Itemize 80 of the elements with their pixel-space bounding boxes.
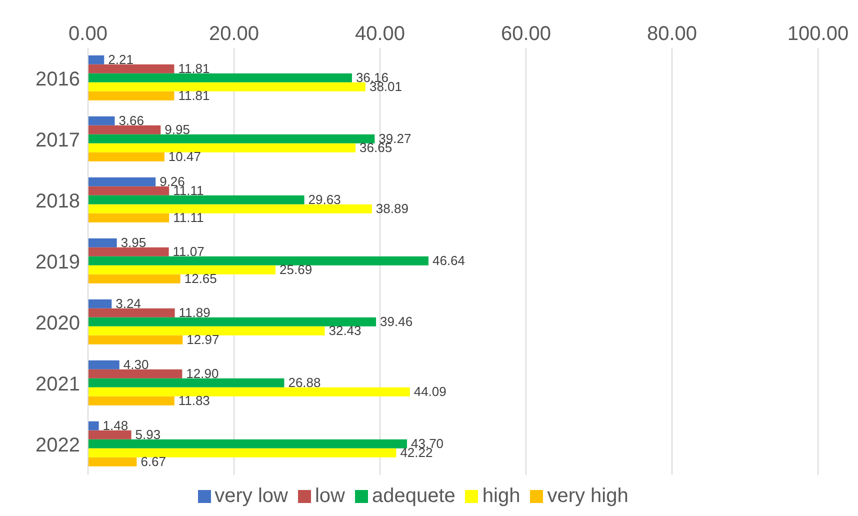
data-label: 10.47	[168, 148, 201, 164]
x-tick-label: 80.00	[646, 23, 698, 45]
legend-label: adequete	[372, 485, 456, 507]
legend-label: high	[482, 485, 520, 507]
data-label: 6.67	[140, 454, 166, 469]
legend-label: very high	[547, 485, 628, 507]
data-label: 1.48	[102, 418, 128, 433]
data-label: 44.09	[414, 384, 446, 399]
bar	[88, 55, 104, 64]
bar	[88, 396, 174, 406]
bar	[88, 177, 156, 186]
y-tick-label: 2021	[36, 374, 80, 396]
x-tick-label: 60.00	[500, 23, 552, 45]
bar	[88, 247, 169, 256]
bar	[88, 256, 428, 266]
x-tick-label: 40.00	[354, 23, 406, 45]
y-tick-label: 2019	[36, 252, 80, 274]
data-label: 38.89	[376, 200, 408, 216]
bar	[88, 195, 304, 204]
bar	[88, 421, 99, 430]
bar	[88, 369, 182, 378]
data-label: 3.24	[116, 296, 141, 311]
bar	[88, 378, 284, 388]
x-tick-label: 20.00	[208, 23, 260, 45]
bar	[88, 274, 180, 284]
data-label: 3.95	[120, 234, 146, 250]
bar	[88, 335, 183, 344]
bar	[88, 186, 170, 196]
bar	[88, 204, 372, 214]
legend-label: very low	[214, 485, 288, 507]
y-tick-label: 2016	[36, 68, 80, 91]
data-label: 11.11	[173, 210, 204, 225]
bar	[88, 430, 132, 440]
data-label: 11.89	[178, 304, 210, 320]
bar	[88, 116, 115, 126]
bar	[88, 73, 352, 82]
y-tick-label: 2022	[36, 434, 80, 457]
bar	[88, 82, 366, 92]
data-label: 26.88	[288, 374, 321, 390]
bar	[88, 64, 174, 74]
x-tick-label: 100.00	[787, 23, 849, 45]
y-tick-label: 2020	[36, 312, 80, 335]
y-tick-label: 2018	[36, 190, 80, 213]
bar	[88, 125, 161, 134]
data-label: 46.64	[432, 252, 466, 268]
data-label: 9.95	[164, 122, 190, 137]
data-label: 11.81	[178, 88, 210, 103]
legend-label: low	[314, 485, 345, 507]
bar	[88, 265, 276, 274]
data-label: 5.93	[135, 426, 161, 442]
data-label: 3.66	[118, 112, 144, 128]
data-label: 12.65	[184, 270, 217, 286]
data-label: 11.81	[178, 60, 210, 76]
bar	[88, 308, 175, 318]
bar	[88, 360, 120, 370]
bar	[88, 317, 376, 326]
data-label: 39.46	[380, 314, 413, 329]
x-tick-label: 0.00	[68, 23, 108, 45]
bar	[88, 439, 408, 448]
bar	[88, 299, 112, 308]
bar	[88, 457, 137, 466]
data-label: 12.97	[186, 332, 220, 347]
data-label: 11.07	[172, 244, 204, 259]
bar	[88, 326, 325, 336]
bar	[88, 238, 117, 248]
data-label: 11.83	[178, 392, 210, 408]
data-label: 12.90	[186, 366, 219, 381]
data-label: 4.30	[123, 356, 149, 372]
data-label: 25.69	[280, 262, 312, 277]
bar	[88, 134, 375, 144]
data-label: 32.43	[328, 322, 362, 338]
data-label: 2.21	[108, 52, 134, 67]
data-label: 29.63	[308, 192, 341, 207]
bar	[88, 213, 170, 222]
bar	[88, 387, 410, 396]
bar	[88, 448, 396, 458]
bar	[88, 152, 164, 162]
bar	[88, 91, 174, 100]
y-tick-label: 2017	[36, 130, 80, 152]
bar	[88, 143, 356, 152]
